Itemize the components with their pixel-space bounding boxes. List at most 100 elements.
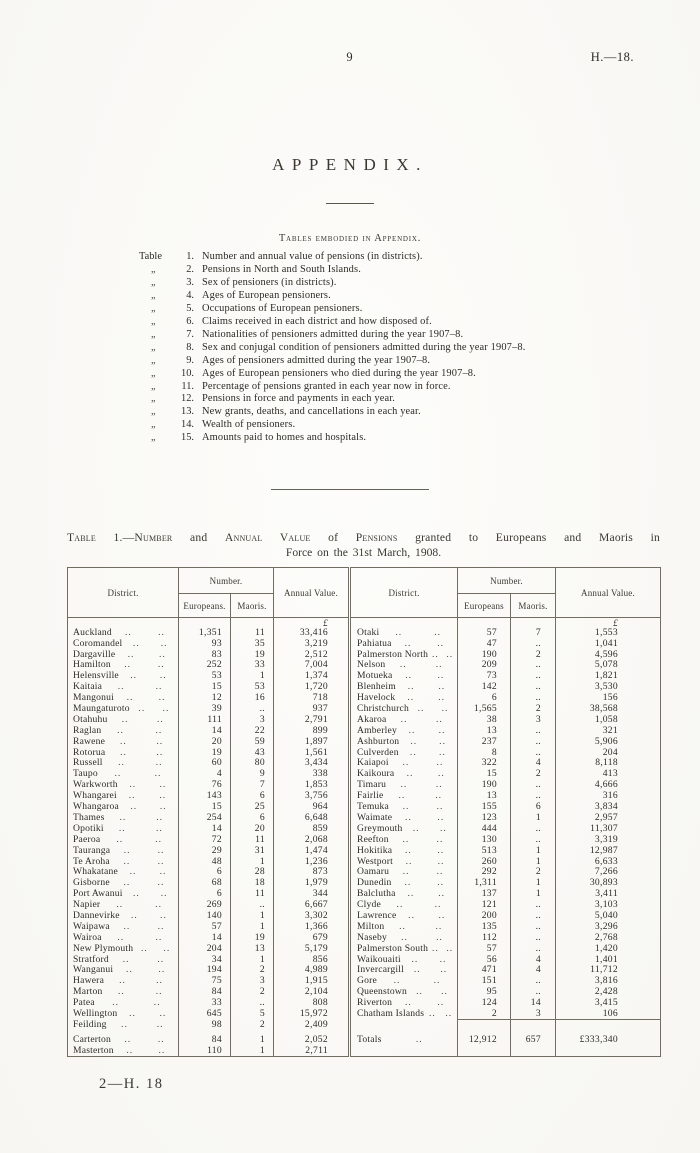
maoris-cell: ..: [510, 921, 556, 933]
dot-leader: ..: [141, 943, 148, 954]
district-name: Masterton: [73, 1045, 114, 1056]
district-cell: Gisborne....: [67, 877, 179, 889]
table1-title: Table 1.—Number and Annual Value of Pens…: [67, 531, 660, 559]
contents-item-text: Ages of European pensioners.: [202, 289, 331, 301]
table1-title-segment: Table 1.: [67, 531, 123, 544]
maoris-cell: 35: [230, 638, 274, 650]
dot-leader: ..: [415, 1033, 423, 1045]
district-cell: Timaru....: [349, 779, 458, 791]
district-name: Westport: [357, 856, 393, 867]
dot-leader: ..: [405, 671, 413, 682]
district-name: Balclutha: [357, 888, 396, 900]
europeans-cell: 39: [178, 703, 231, 715]
dot-leader: ..: [441, 987, 448, 998]
dot-leader: ..: [156, 736, 164, 747]
dot-leader: ..: [437, 845, 445, 856]
district-cell: Ashburton....: [349, 736, 458, 748]
table-row: Opotiki.... 14 20 859 Greymouth.... 444.. 11,3…: [67, 823, 661, 835]
annual-value-cell: 3,756: [273, 790, 351, 802]
contents-item: „ 7. Nationalities of pensioners admitted …: [138, 329, 608, 342]
district-cell: Lawrence....: [349, 910, 458, 922]
empty-cell: [556, 1020, 661, 1031]
dot-leader: ..: [446, 649, 454, 660]
district-name: Dannevirke: [73, 910, 120, 921]
contents-item: „ 5. Occupations of European pensioners.: [138, 303, 608, 316]
europeans-cell: 135: [457, 921, 511, 933]
europeans-cell: 72: [178, 834, 231, 846]
district-cell: Coromandel....: [67, 638, 179, 650]
district-name: Warkworth: [73, 779, 118, 791]
dot-leader: ..: [160, 889, 168, 900]
annual-value-cell: 937: [273, 703, 351, 715]
maoris-cell: 1: [230, 856, 274, 868]
district-cell: Wellington....: [67, 1008, 179, 1020]
district-name: Motueka: [357, 671, 393, 682]
district-cell: Oamaru....: [349, 867, 458, 878]
contents-item: Table 1. Number and annual value of pensio…: [138, 251, 608, 264]
dot-leader: ..: [158, 627, 165, 638]
district-cell: Whakatane....: [67, 867, 179, 878]
district-name: Wellington: [73, 1008, 118, 1020]
district-cell: [349, 1019, 458, 1031]
dot-leader: ..: [405, 856, 413, 867]
dot-leader: ..: [431, 649, 439, 660]
maoris-cell: ..: [510, 932, 556, 944]
contents-item: „ 9. Ages of pensioners admitted during th…: [138, 355, 608, 368]
europeans-cell: 34: [178, 954, 231, 966]
empty-cell: [510, 1019, 556, 1031]
district-name: Blenheim: [357, 681, 396, 693]
maoris-cell: 2: [510, 649, 556, 661]
district-cell: Motueka....: [349, 671, 458, 682]
annual-value-cell: 2,052: [273, 1030, 351, 1046]
district-name: Russell: [73, 758, 103, 769]
district-name: Culverden: [357, 747, 399, 758]
maoris-cell: 4: [510, 965, 556, 976]
dot-leader: ..: [157, 856, 165, 867]
district-name: Milton: [357, 921, 385, 932]
table-row: Feilding.... 98 2 2,409: [67, 1019, 661, 1031]
maoris-cell: 6: [230, 812, 274, 824]
district-name: Greymouth: [357, 823, 403, 834]
district-name: Marton: [73, 986, 103, 998]
annual-value-cell: 1,058: [594, 714, 618, 725]
maoris-cell: 3: [230, 714, 274, 726]
maoris-cell: 1: [230, 954, 274, 966]
europeans-cell: [457, 617, 511, 628]
dot-leader: ..: [155, 932, 163, 943]
table-row: Raglan.... 14 22 899 Amberley.... 13.. 321: [67, 725, 661, 737]
dot-leader: ..: [411, 954, 419, 965]
district-cell: Blenheim....: [349, 681, 458, 693]
europeans-cell: 121: [457, 899, 511, 911]
district-cell: Tauranga....: [67, 845, 179, 857]
dot-leader: ..: [437, 769, 445, 780]
dot-leader: ..: [404, 998, 412, 1009]
maoris-cell: 1: [230, 671, 274, 682]
europeans-cell: 60: [178, 758, 231, 770]
dot-leader: ..: [439, 747, 446, 758]
maoris-cell: 18: [230, 877, 274, 889]
section-divider-rule: [271, 489, 429, 490]
dot-leader: ..: [123, 921, 131, 932]
annual-value-cell: 3,302: [273, 910, 351, 922]
dot-leader: ..: [157, 660, 165, 671]
contents-item-prefix: „: [151, 393, 156, 405]
dot-leader: ..: [159, 802, 167, 813]
europeans-cell: 56: [457, 954, 511, 966]
europeans-cell: 194: [178, 965, 231, 976]
maoris-cell: 11: [230, 888, 274, 900]
dot-leader: ..: [127, 649, 135, 660]
maoris-cell: 2: [230, 1019, 274, 1031]
dot-leader: ..: [116, 900, 124, 911]
district-name: Kaitaia: [73, 681, 103, 693]
europeans-cell: 98: [178, 1019, 231, 1031]
dot-leader: ..: [123, 878, 131, 889]
annual-value-cell: 1,553: [594, 627, 618, 638]
contents-item-prefix: „: [151, 432, 156, 444]
annual-value-cell: 964: [273, 801, 351, 813]
dot-leader: ..: [123, 856, 131, 867]
pensions-table-wrap: District. Number. Annual Value. District…: [67, 567, 661, 1058]
district-name: Wairoa: [73, 932, 102, 943]
district-cell: Port Awanui....: [67, 888, 179, 900]
district-name: Naseby: [357, 932, 387, 943]
district-name: Coromandel: [73, 638, 123, 649]
